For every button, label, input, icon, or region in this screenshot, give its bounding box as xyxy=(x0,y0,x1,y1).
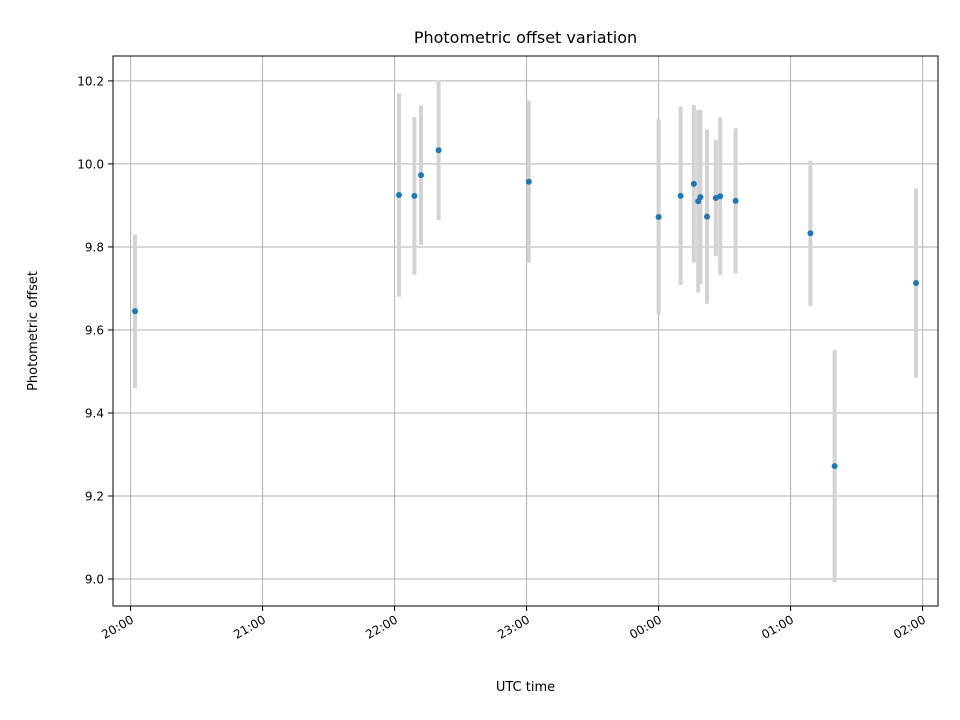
plot-area-frame xyxy=(112,55,939,607)
y-tick-label: 9.6 xyxy=(85,323,104,337)
data-point xyxy=(132,308,138,315)
data-point xyxy=(677,192,684,199)
data-point xyxy=(697,194,704,201)
data-point xyxy=(525,178,532,185)
x-axis-label: UTC time xyxy=(496,680,555,695)
data-point xyxy=(690,180,697,187)
data-point xyxy=(831,463,838,470)
data-point xyxy=(655,214,662,221)
data-point xyxy=(913,280,919,287)
y-tick-label: 10.2 xyxy=(77,74,104,88)
y-tick-label: 10.0 xyxy=(77,157,104,171)
grid xyxy=(113,56,938,606)
data-point xyxy=(411,192,418,199)
data-point xyxy=(717,193,724,200)
y-axis-label: Photometric offset xyxy=(26,271,41,391)
data-point xyxy=(396,192,402,199)
y-tick-label: 9.4 xyxy=(85,406,104,420)
data-point xyxy=(732,197,739,204)
chart-title: Photometric offset variation xyxy=(414,28,637,47)
data-point xyxy=(435,147,442,154)
y-tick-label: 9.2 xyxy=(85,490,104,504)
data-point xyxy=(418,172,424,179)
y-tick-label: 9.0 xyxy=(85,573,104,587)
data-point xyxy=(704,213,710,220)
data-points xyxy=(132,147,919,470)
y-tick-label: 9.8 xyxy=(85,240,104,254)
data-point xyxy=(807,230,814,237)
